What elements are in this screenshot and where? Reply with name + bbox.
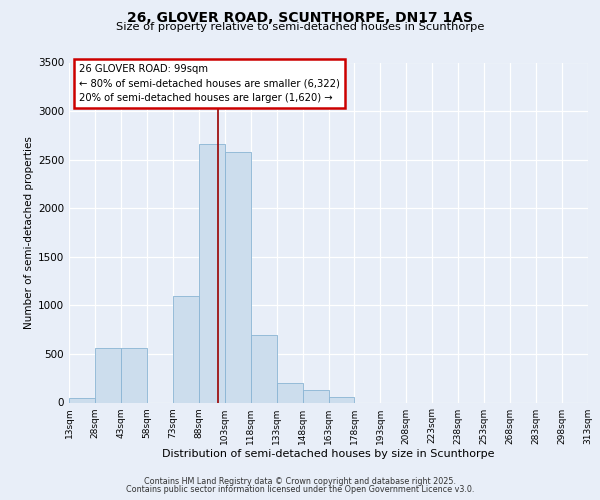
- Y-axis label: Number of semi-detached properties: Number of semi-detached properties: [24, 136, 34, 329]
- Bar: [225, 152, 251, 403]
- Bar: [173, 296, 199, 403]
- Text: Size of property relative to semi-detached houses in Scunthorpe: Size of property relative to semi-detach…: [116, 22, 484, 32]
- Bar: [95, 348, 121, 403]
- Text: Contains HM Land Registry data © Crown copyright and database right 2025.: Contains HM Land Registry data © Crown c…: [144, 477, 456, 486]
- Bar: [251, 336, 277, 402]
- Bar: [329, 396, 355, 402]
- Text: 26 GLOVER ROAD: 99sqm
← 80% of semi-detached houses are smaller (6,322)
20% of s: 26 GLOVER ROAD: 99sqm ← 80% of semi-deta…: [79, 64, 340, 103]
- Bar: [69, 398, 95, 402]
- Text: 26, GLOVER ROAD, SCUNTHORPE, DN17 1AS: 26, GLOVER ROAD, SCUNTHORPE, DN17 1AS: [127, 11, 473, 25]
- Bar: [121, 348, 147, 403]
- Bar: [302, 390, 329, 402]
- Bar: [199, 144, 224, 403]
- Text: Contains public sector information licensed under the Open Government Licence v3: Contains public sector information licen…: [126, 485, 474, 494]
- X-axis label: Distribution of semi-detached houses by size in Scunthorpe: Distribution of semi-detached houses by …: [162, 450, 495, 460]
- Bar: [277, 383, 302, 402]
